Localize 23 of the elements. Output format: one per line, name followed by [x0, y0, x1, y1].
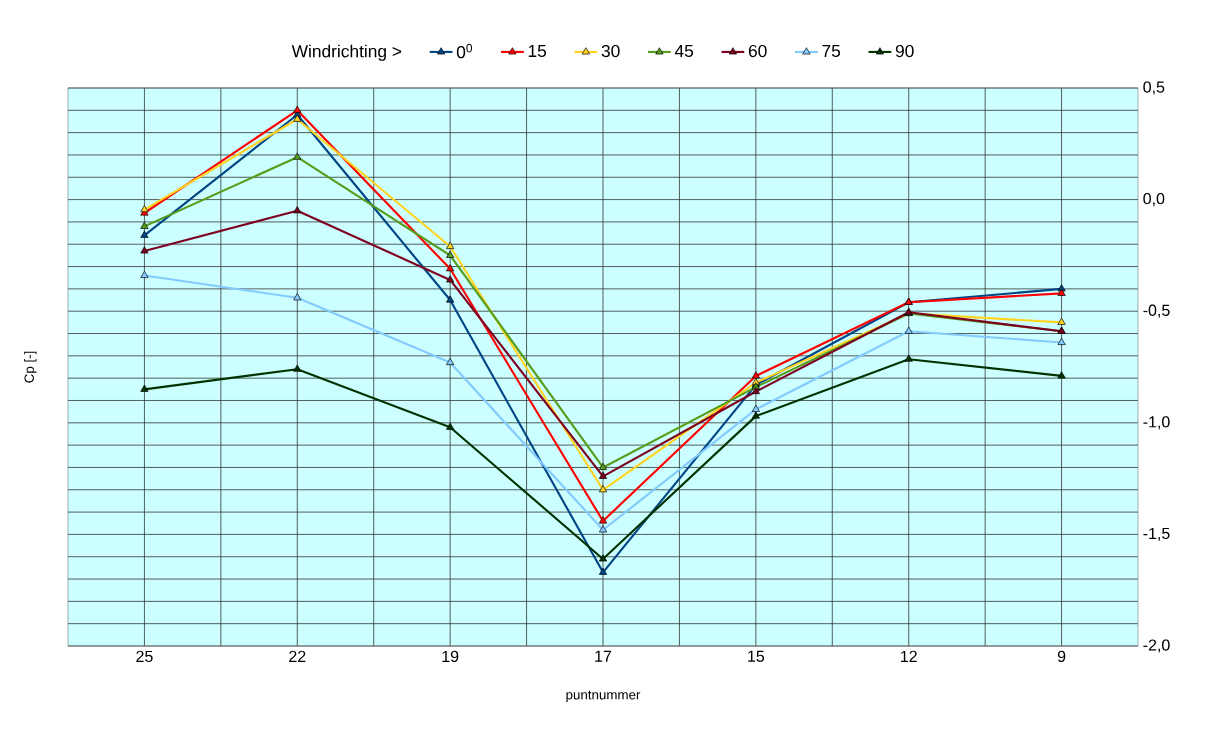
y-tick-label: -1,5	[1143, 527, 1170, 541]
x-tick-label: 22	[289, 650, 306, 662]
legend-title: Windrichting >	[291, 44, 402, 61]
legend-label: 30	[601, 44, 620, 58]
x-tick-label: 12	[901, 650, 917, 662]
y-axis-title: Cp [-]	[24, 351, 37, 383]
x-tick-label: 9	[1057, 650, 1066, 663]
legend-label: 75	[822, 44, 841, 58]
y-tick-label: 0,5	[1143, 81, 1165, 95]
legend-label: 15	[528, 44, 547, 58]
x-tick-label: 25	[136, 650, 153, 663]
x-tick-label: 15	[748, 650, 765, 662]
y-tick-label: -2,0	[1143, 639, 1170, 653]
x-axis-title: puntnummer	[566, 690, 641, 703]
x-tick-label: 19	[442, 650, 459, 663]
legend-label: 60	[748, 44, 767, 58]
x-tick-label: 17	[595, 650, 612, 662]
y-tick-label: -0,5	[1143, 304, 1170, 318]
y-tick-label: -1,0	[1143, 416, 1170, 430]
legend-label: 90	[895, 44, 914, 58]
legend-label: 0$^{0}$	[456, 43, 473, 59]
y-tick-label: 0,0	[1143, 192, 1165, 207]
legend-label: 45	[674, 44, 694, 58]
